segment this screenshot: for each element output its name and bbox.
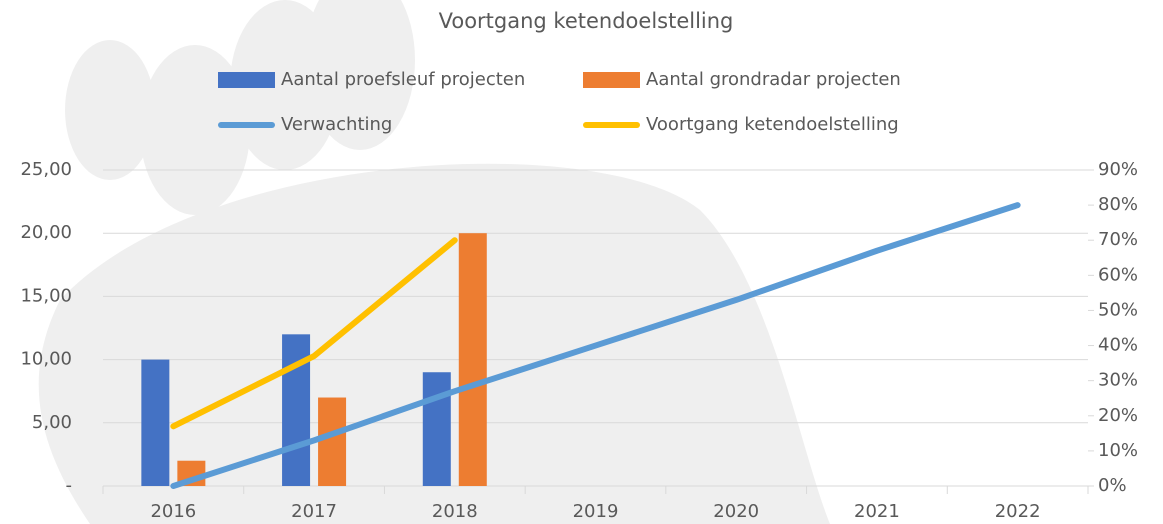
chart-title: Voortgang ketendoelstelling [439, 9, 734, 33]
x-tick-label: 2019 [573, 501, 619, 522]
y-tick-label: 5,00 [32, 412, 72, 433]
y2-tick-label: 0% [1098, 475, 1127, 496]
legend-label: Aantal grondradar projecten [646, 69, 901, 90]
y2-tick-label: 80% [1098, 194, 1138, 215]
x-tick-label: 2018 [432, 501, 478, 522]
chart: Voortgang ketendoelstelling - 5,00 10,00 15… [0, 0, 1163, 524]
legend-swatch [218, 72, 275, 88]
y2-tick-label: 50% [1098, 299, 1138, 320]
paw-toe [65, 40, 155, 180]
y2-tick-label: 30% [1098, 370, 1138, 391]
bar [318, 398, 346, 486]
x-tick-label: 2017 [291, 501, 337, 522]
y2-tick-label: 10% [1098, 440, 1138, 461]
bar [459, 233, 487, 486]
x-tick-label: 2022 [995, 501, 1041, 522]
y2-tick-label: 90% [1098, 159, 1138, 180]
bar [423, 372, 451, 486]
legend-swatch [583, 72, 640, 88]
y2-tick-label: 40% [1098, 335, 1138, 356]
y-tick-label: 20,00 [20, 222, 72, 243]
legend-label: Voortgang ketendoelstelling [646, 114, 899, 135]
bar [141, 360, 169, 486]
y2-tick-label: 70% [1098, 229, 1138, 250]
y-tick-label: 15,00 [20, 285, 72, 306]
y-tick-label: 25,00 [20, 159, 72, 180]
y2-tick-label: 60% [1098, 264, 1138, 285]
y-tick-label: 10,00 [20, 349, 72, 370]
x-tick-label: 2021 [854, 501, 900, 522]
x-tick-label: 2016 [150, 501, 196, 522]
legend-label: Verwachting [281, 114, 392, 135]
y2-tick-label: 20% [1098, 405, 1138, 426]
y-tick-label: - [66, 475, 73, 496]
x-tick-label: 2020 [713, 501, 759, 522]
legend-label: Aantal proefsleuf projecten [281, 69, 525, 90]
